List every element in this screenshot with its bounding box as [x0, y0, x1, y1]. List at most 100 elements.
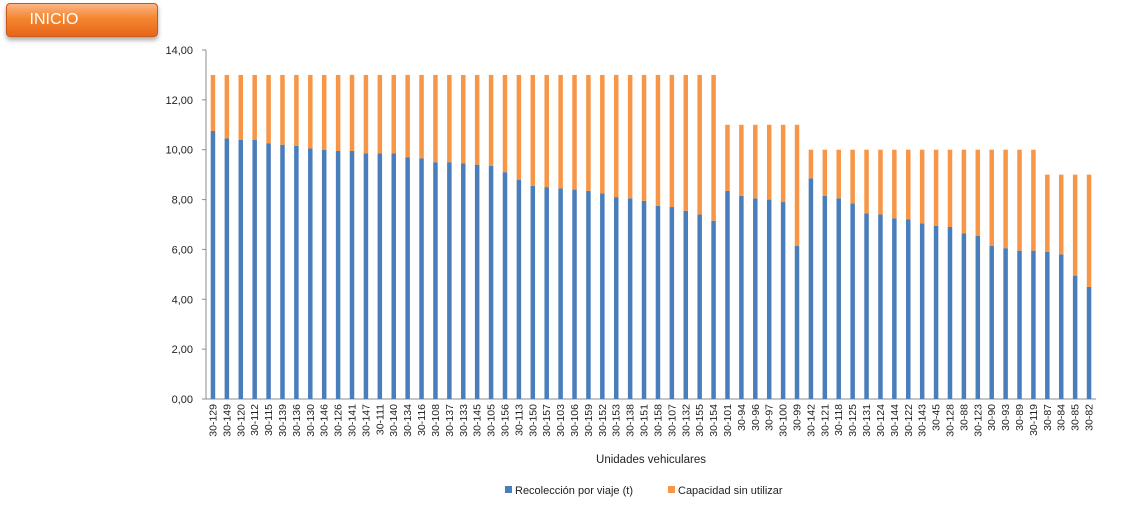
bar-unused	[308, 74, 313, 149]
bar-collected	[488, 165, 494, 399]
legend-label-collected: Recolección por viaje (t)	[515, 485, 633, 497]
bar-unused	[488, 74, 494, 166]
x-tick-label: 30-123	[972, 404, 984, 437]
bar-collected	[753, 198, 758, 399]
bar-collected	[544, 187, 549, 399]
bar-collected	[892, 218, 897, 399]
x-tick-label: 30-133	[458, 404, 470, 437]
x-tick-label: 30-119	[1028, 404, 1040, 436]
bar-collected	[739, 195, 744, 399]
bar-unused	[641, 74, 647, 201]
bar-collected	[294, 145, 299, 399]
x-tick-label: 30-87	[1042, 404, 1054, 431]
bar-collected	[433, 162, 438, 399]
x-tick-label: 30-130	[305, 404, 317, 437]
bar-collected	[377, 153, 383, 399]
bar-unused	[461, 74, 466, 164]
bar-collected	[447, 162, 452, 399]
bar-collected	[321, 149, 327, 399]
x-tick-label: 30-122	[903, 404, 915, 437]
x-tick-label: 30-125	[847, 404, 859, 437]
bar-unused	[683, 74, 689, 211]
bar-unused	[627, 74, 633, 199]
bar-collected	[836, 198, 841, 399]
bars	[210, 74, 1092, 399]
bar-collected	[711, 220, 716, 399]
x-tick-label: 30-113	[513, 404, 525, 436]
x-tick-label: 30-139	[277, 404, 289, 437]
bar-unused	[238, 74, 244, 140]
x-tick-label: 30-108	[430, 404, 442, 437]
bar-unused	[433, 74, 438, 163]
x-tick-label: 30-126	[333, 404, 345, 437]
bar-unused	[1045, 174, 1050, 252]
x-axis-labels: 30-129 30-149 30-120 30-112 30-115 30-139 30-1…	[207, 404, 1095, 437]
x-tick-label: 30-96	[750, 404, 762, 431]
x-tick-label: 30-88	[958, 404, 970, 431]
bar-unused	[739, 124, 744, 196]
bar-collected	[1031, 250, 1036, 399]
x-tick-label: 30-158	[652, 404, 664, 437]
x-tick-label: 30-97	[764, 404, 776, 431]
bar-unused	[711, 74, 716, 221]
bar-unused	[530, 74, 536, 186]
x-tick-label: 30-94	[736, 404, 748, 431]
x-tick-label: 30-144	[889, 404, 901, 437]
bar-unused	[892, 149, 897, 219]
bar-unused	[919, 149, 925, 224]
bar-unused	[836, 149, 841, 199]
x-tick-label: 30-118	[833, 404, 845, 436]
x-tick-label: 30-136	[291, 404, 303, 437]
bar-collected	[280, 144, 285, 399]
x-tick-label: 30-93	[1000, 404, 1012, 431]
x-tick-label: 30-106	[569, 404, 581, 437]
bar-collected	[572, 189, 577, 399]
bar-unused	[850, 149, 855, 204]
x-tick-label: 30-107	[666, 404, 678, 437]
bar-unused	[419, 74, 424, 159]
x-tick-label: 30-149	[221, 404, 233, 437]
x-tick-label: 30-132	[680, 404, 692, 437]
x-tick-label: 30-99	[792, 404, 804, 431]
bar-unused	[989, 149, 994, 246]
bar-collected	[1003, 248, 1008, 399]
x-tick-label: 30-138	[625, 404, 637, 437]
x-tick-label: 30-112	[249, 404, 261, 436]
bar-unused	[586, 74, 591, 191]
bar-unused	[377, 74, 383, 154]
x-tick-label: 30-100	[778, 404, 790, 437]
bar-collected	[1045, 251, 1050, 399]
x-tick-label: 30-101	[722, 404, 734, 437]
bar-collected	[627, 198, 633, 399]
bar-collected	[391, 153, 396, 399]
bar-unused	[544, 74, 549, 188]
bar-collected	[1086, 286, 1092, 399]
x-tick-label: 30-137	[444, 404, 456, 437]
bar-collected	[933, 225, 939, 399]
bar-collected	[683, 210, 689, 399]
bar-unused	[391, 74, 396, 154]
bar-collected	[641, 200, 647, 399]
legend-swatch-unused	[668, 486, 675, 493]
bar-unused	[1086, 174, 1092, 287]
bar-collected	[516, 179, 522, 399]
bar-collected	[586, 190, 591, 399]
bar-unused	[1003, 149, 1008, 249]
x-tick-label: 30-89	[1014, 404, 1026, 431]
x-tick-label: 30-45	[931, 404, 943, 431]
bar-unused	[502, 74, 508, 173]
bar-unused	[224, 74, 230, 139]
x-tick-label: 30-82	[1084, 404, 1096, 431]
bar-collected	[808, 178, 814, 399]
x-tick-label: 30-156	[499, 404, 511, 437]
inicio-button[interactable]: INICIO	[6, 3, 158, 37]
bar-unused	[697, 74, 702, 215]
x-tick-label: 30-120	[235, 404, 247, 437]
bar-unused	[252, 74, 257, 140]
bar-collected	[210, 131, 216, 399]
bar-collected	[502, 172, 508, 399]
bar-collected	[405, 157, 410, 399]
bar-collected	[989, 245, 994, 399]
bar-unused	[558, 74, 563, 189]
bar-unused	[1017, 149, 1022, 251]
